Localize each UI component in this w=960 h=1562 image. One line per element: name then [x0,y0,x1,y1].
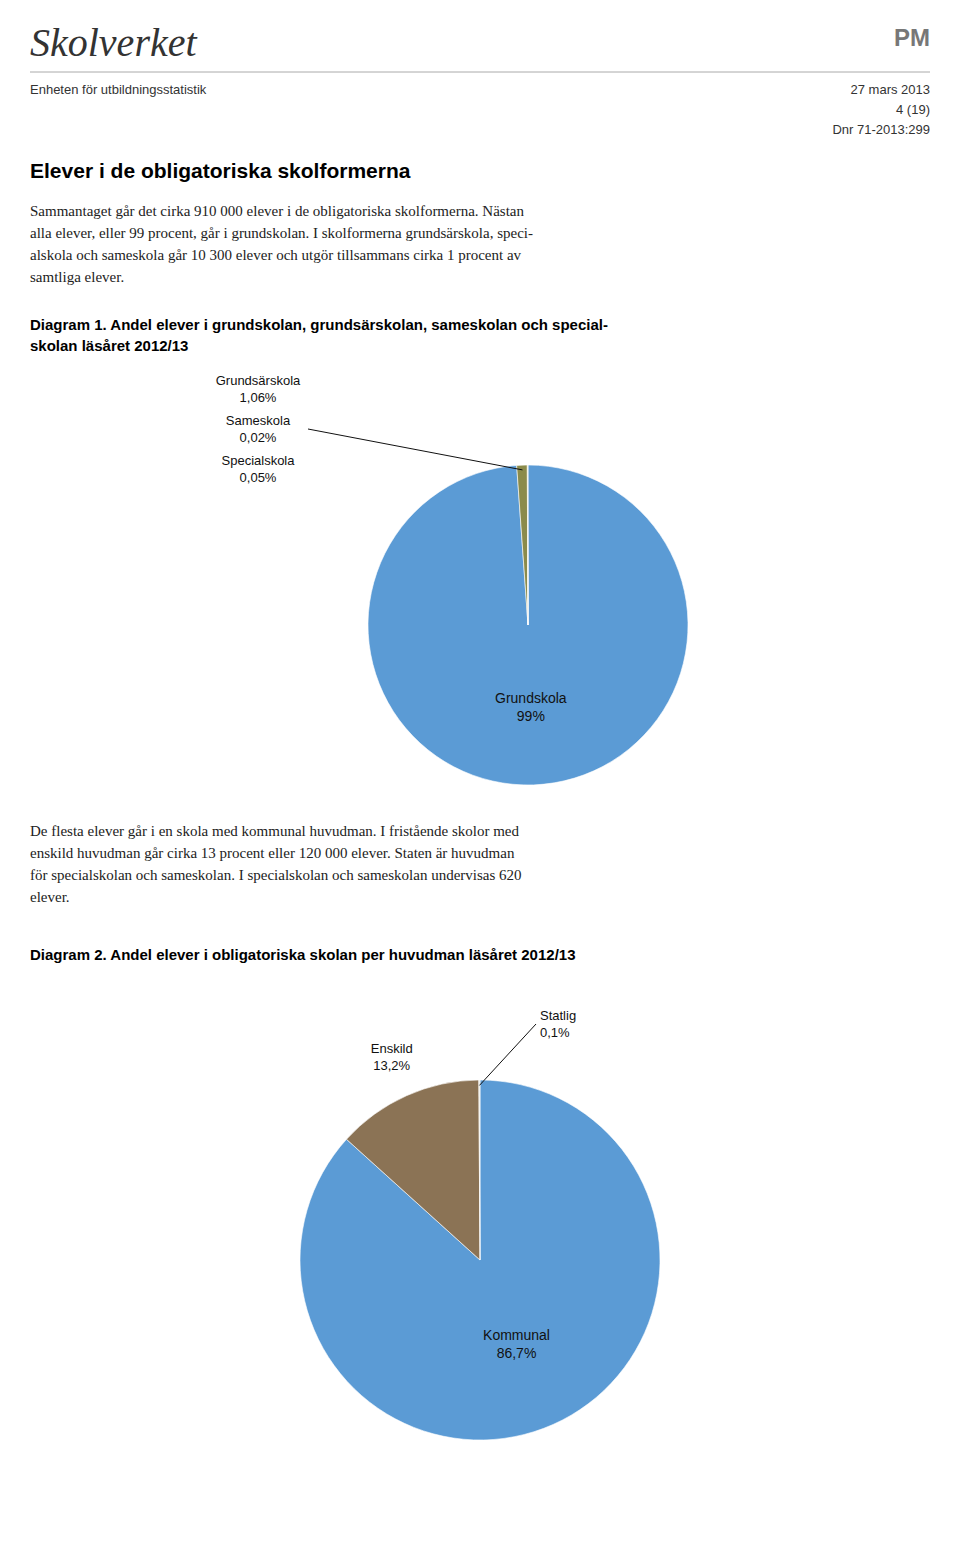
slice-value-line: 0,1% [540,1025,570,1040]
data-labels: Grundskola 99% Grundsärskola 1,06% Sameskola… [216,373,567,724]
section-title: Elever i de obligatoriska skolformerna [30,159,411,182]
slice-name: Sameskola [226,413,291,428]
slice-name-line: Specialskola [222,453,296,468]
pie-slice [300,1080,660,1440]
pie-slice [346,1080,480,1260]
chart-title: Diagram 2. Andel elever i obligatoriska … [30,946,576,963]
section-title-line: Elever i de obligatoriska skolformerna [30,159,411,182]
body-text-line: samtliga elever. [30,269,124,285]
subheader-right-line: 4 (19) [896,102,930,117]
slice-value: 86,7% [497,1345,537,1361]
pie-slice [517,465,528,625]
slice-name-line: Enskild [371,1041,413,1056]
slice-value: 99% [517,708,545,724]
pm-label: PM [894,24,930,51]
pie-slice [527,465,529,625]
slice-name: Statlig [540,1008,576,1023]
body-text: Sammantaget går det cirka 910 000 elever… [30,203,533,285]
subheader-left: Enheten för utbildningsstatistik [30,82,207,97]
slice-name-line: Sameskola [226,413,291,428]
body-text-line: De flesta elever går i en skola med komm… [30,823,520,839]
slice-name-line: Kommunal [483,1327,550,1343]
subheader-right-line: Dnr 71-2013:299 [832,122,930,137]
subheader-right: 27 mars 2013 4 (19) Dnr 71-2013:299 [832,82,930,137]
slice-value: 0,05% [240,470,277,485]
slice-name-line: Statlig [540,1008,576,1023]
slice-value-line: 99% [517,708,545,724]
body-text-line: Sammantaget går det cirka 910 000 elever… [30,203,525,219]
body-text-line: enskild huvudman går cirka 13 procent el… [30,845,515,861]
slice-value-line: 86,7% [497,1345,537,1361]
slice-value: 1,06% [240,390,277,405]
chart-title: Diagram 1. Andel elever i grundskolan, g… [30,316,608,354]
slice-name-line: Grundsärskola [216,373,301,388]
data-labels: Kommunal 86,7% Enskild 13,2% Statlig 0,1% [371,1008,576,1361]
pie-slice [527,465,529,625]
logo: Skolverket [30,20,197,65]
page: Skolverket PM Enheten för utbildningsstati… [0,0,960,1562]
body-text: De flesta elever går i en skola med komm… [30,823,522,905]
leader-line [308,429,522,470]
slice-name: Enskild [371,1041,413,1056]
slice-name: Grundsärskola [216,373,301,388]
slice-value-line: 0,02% [240,430,277,445]
pie-chart: Diagram 2. Andel elever i obligatoriska … [30,946,660,1440]
chart-title-line: Diagram 1. Andel elever i grundskolan, g… [30,316,608,333]
slice-value: 13,2% [373,1058,410,1073]
subheader-right-line: 27 mars 2013 [851,82,931,97]
slices [368,465,688,785]
body-text-line: alla elever, eller 99 procent, går i gru… [30,225,533,241]
subheader-left-line: Enheten för utbildningsstatistik [30,82,207,97]
slice-name-line: Grundskola [495,690,567,706]
slices [300,1080,660,1440]
pm-label-line: PM [894,24,930,51]
slice-name: Specialskola [222,453,296,468]
body-text-line: alskola och sameskola går 10 300 elever … [30,247,522,263]
chart-title-line: skolan läsåret 2012/13 [30,337,188,354]
pie-chart: Diagram 1. Andel elever i grundskolan, g… [30,316,688,785]
slice-value-line: 0,05% [240,470,277,485]
slice-value-line: 13,2% [373,1058,410,1073]
logo-line: Skolverket [30,20,197,65]
body-text-line: elever. [30,889,70,905]
chart-title-line: Diagram 2. Andel elever i obligatoriska … [30,946,576,963]
pie-slice [368,465,688,785]
separator [30,72,930,73]
pie-slice [479,1080,480,1260]
slice-value: 0,02% [240,430,277,445]
slice-name: Kommunal [483,1327,550,1343]
leader-line [479,1024,536,1085]
slice-value-line: 1,06% [240,390,277,405]
slice-name: Grundskola [495,690,567,706]
body-text-line: för specialskolan och sameskolan. I spec… [30,867,522,883]
slice-value: 0,1% [540,1025,570,1040]
